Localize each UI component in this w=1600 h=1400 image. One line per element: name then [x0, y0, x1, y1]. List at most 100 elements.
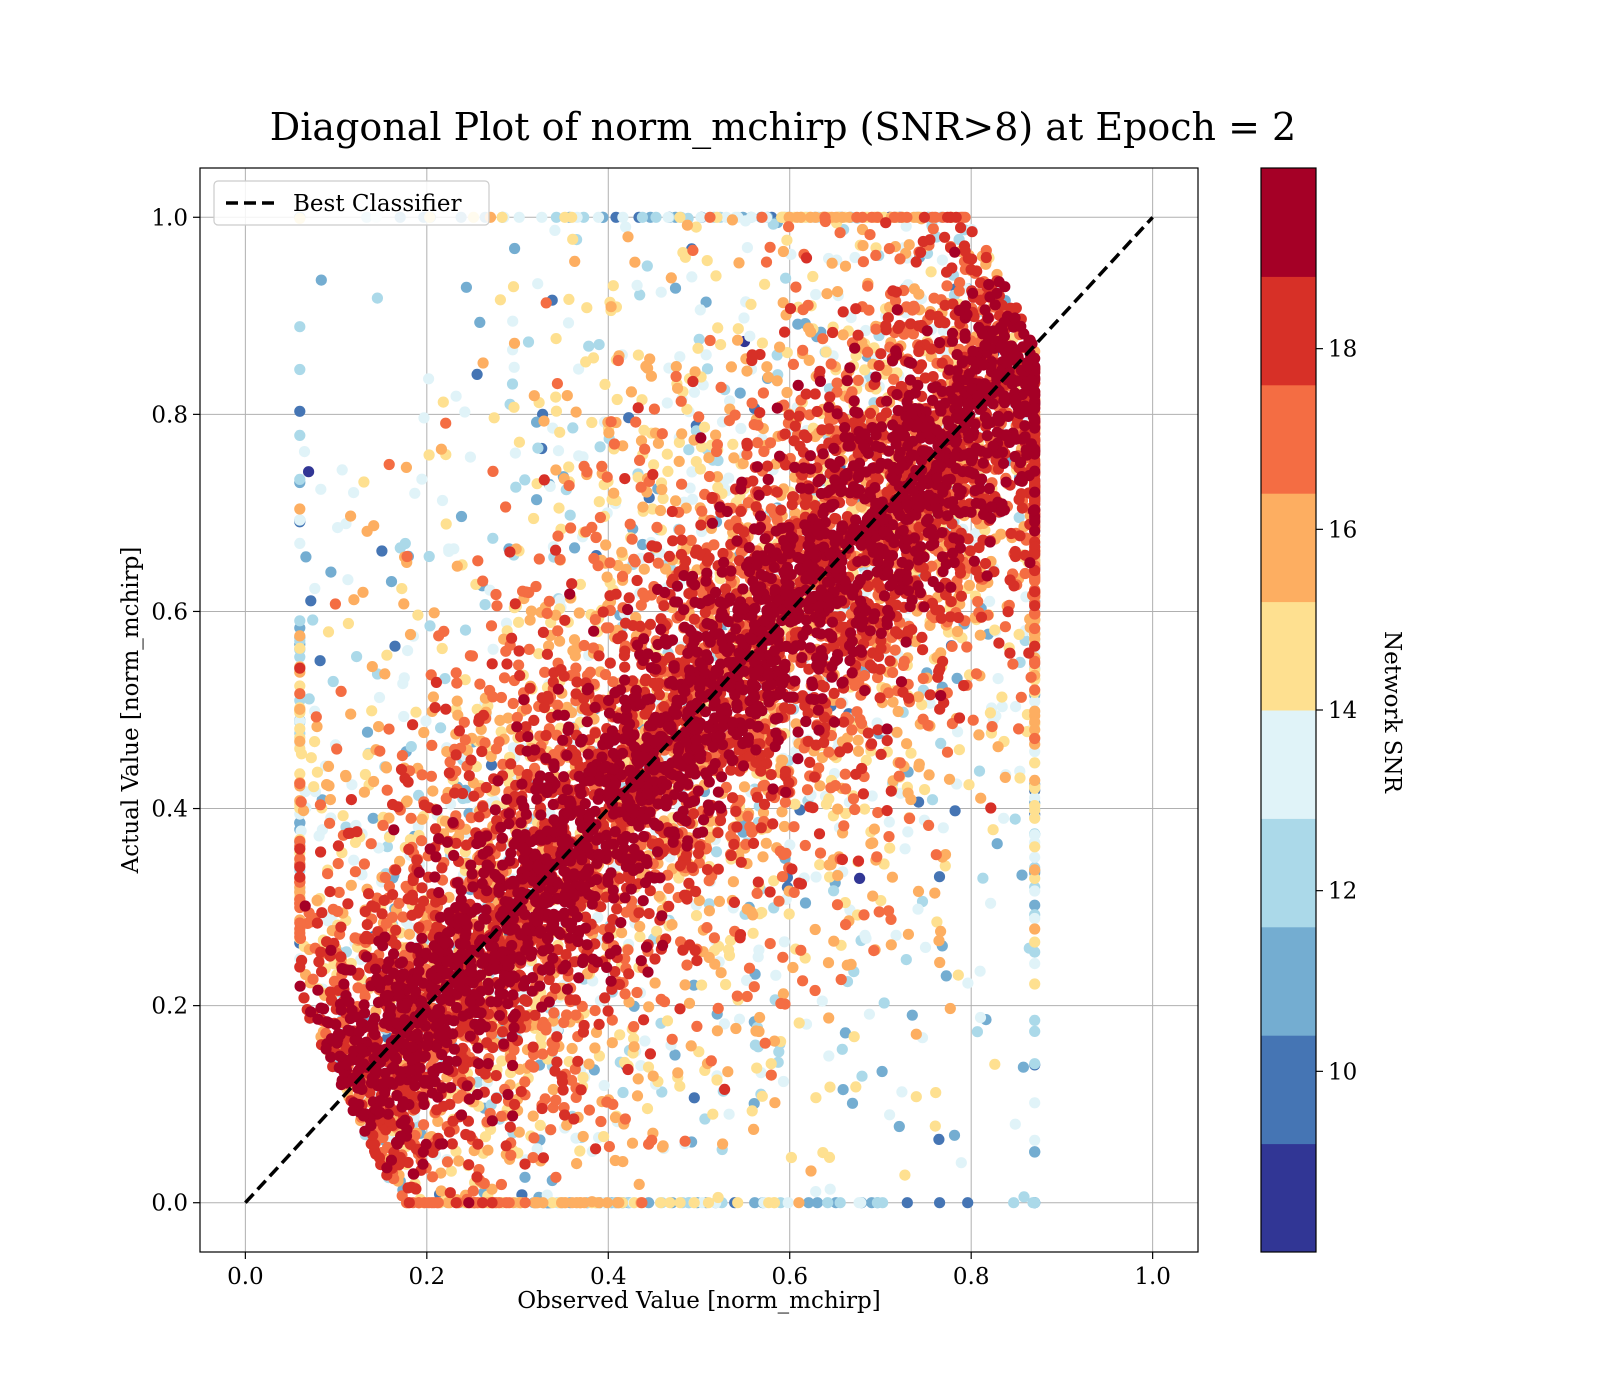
scatter-point [814, 847, 827, 859]
scatter-point [459, 406, 471, 418]
scatter-point [652, 557, 664, 569]
scatter-point [985, 802, 997, 814]
scatter-point [1029, 1134, 1041, 1146]
scatter-point [674, 351, 686, 363]
scatter-point [554, 635, 566, 647]
scatter-point [704, 211, 716, 223]
scatter-point [681, 403, 693, 415]
scatter-point [575, 1084, 587, 1096]
scatter-point [595, 1115, 607, 1128]
scatter-point [460, 281, 472, 293]
scatter-point [679, 979, 691, 991]
scatter-point [764, 241, 776, 253]
scatter-point [537, 1152, 550, 1164]
scatter-point [477, 357, 489, 369]
scatter-point [647, 468, 659, 481]
scatter-point [868, 945, 880, 957]
scatter-point [686, 466, 698, 478]
scatter-point [967, 714, 979, 726]
scatter-point [298, 446, 311, 458]
scatter-point [315, 274, 327, 286]
scatter-point [952, 969, 964, 981]
scatter-point [728, 452, 740, 464]
scatter-point [670, 361, 682, 373]
scatter-point [679, 1135, 691, 1147]
chart-title: Diagonal Plot of norm_mchirp (SNR>8) at … [270, 105, 1296, 150]
scatter-point [601, 571, 613, 583]
scatter-point [294, 537, 306, 550]
scatter-point [929, 1120, 941, 1132]
scatter-point [797, 344, 809, 356]
scatter-point [629, 556, 641, 568]
scatter-point [819, 215, 832, 228]
scatter-point [738, 781, 751, 793]
scatter-point [750, 1025, 762, 1037]
scatter-point [822, 1197, 834, 1209]
scatter-point [332, 905, 344, 918]
scatter-point [625, 386, 638, 398]
scatter-point [381, 841, 393, 853]
scatter-point [418, 726, 430, 739]
scatter-point [612, 1197, 624, 1209]
scatter-point [673, 455, 685, 467]
scatter-point [839, 1027, 852, 1039]
scatter-point [368, 775, 380, 788]
scatter-point [416, 473, 428, 485]
scatter-point [894, 253, 906, 265]
scatter-point [686, 493, 699, 505]
scatter-point [688, 1092, 700, 1104]
scatter-point [402, 645, 414, 657]
scatter-point [517, 585, 529, 597]
scatter-point [608, 487, 620, 499]
scatter-point [832, 803, 844, 815]
scatter-point [652, 437, 665, 449]
scatter-point [670, 370, 682, 383]
scatter-point [570, 1197, 583, 1209]
scatter-point [989, 1058, 1001, 1070]
scatter-point [946, 640, 958, 653]
scatter-point [823, 1012, 835, 1024]
scatter-point [554, 594, 566, 606]
scatter-point [631, 1090, 644, 1102]
scatter-point [852, 745, 865, 757]
scatter-point [868, 823, 881, 835]
scatter-point [314, 799, 326, 811]
scatter-point [783, 908, 795, 920]
scatter-point [636, 211, 649, 223]
scatter-point [435, 443, 447, 455]
scatter-point [410, 706, 422, 718]
scatter-point [592, 211, 605, 223]
scatter-point [919, 941, 932, 954]
scatter-point [733, 1013, 746, 1025]
scatter-point [398, 710, 410, 723]
scatter-point [533, 648, 545, 660]
scatter-point [508, 401, 520, 413]
scatter-point [348, 487, 360, 499]
scatter-point [855, 717, 868, 730]
scatter-point [883, 831, 895, 843]
scatter-point [899, 843, 911, 855]
scatter-point [883, 243, 896, 255]
scatter-point [373, 721, 385, 733]
scatter-point [723, 1108, 735, 1120]
scatter-point [616, 927, 628, 939]
scatter-point [606, 1037, 618, 1049]
scatter-point [640, 360, 652, 372]
scatter-point [654, 504, 667, 517]
scatter-point [503, 1197, 515, 1209]
scatter-point [662, 465, 674, 477]
scatter-point [322, 626, 335, 638]
scatter-point [617, 1086, 629, 1099]
scatter-point [398, 598, 410, 610]
scatter-point [984, 707, 997, 719]
scatter-point [781, 234, 793, 246]
scatter-point [562, 317, 575, 329]
scatter-point [620, 221, 632, 233]
scatter-point [661, 397, 673, 409]
scatter-point [309, 582, 321, 595]
scatter-point [666, 919, 678, 931]
scatter-point [686, 271, 698, 283]
scatter-point [773, 895, 785, 907]
scatter-point [828, 885, 840, 897]
scatter-point [841, 959, 853, 971]
